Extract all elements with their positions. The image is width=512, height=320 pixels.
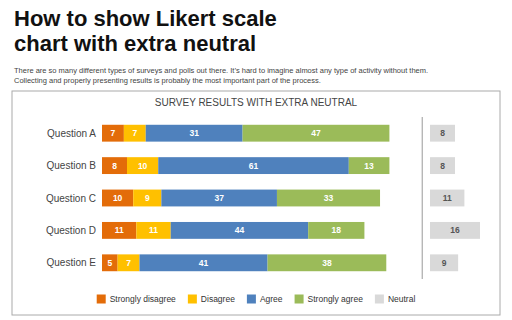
legend: Strongly disagree Disagree Agree Strongly a… xyxy=(97,294,416,304)
data-label: 16 xyxy=(450,225,460,235)
chart: How to show Likert scalechart with extra… xyxy=(0,0,512,320)
bar-segment xyxy=(158,157,349,174)
legend-label: Disagree xyxy=(201,294,235,304)
legend-swatch xyxy=(97,295,106,304)
separator xyxy=(422,117,423,279)
chart-border xyxy=(12,91,500,315)
legend-label: Agree xyxy=(260,294,283,304)
bar-segment xyxy=(277,190,380,207)
data-label: 11 xyxy=(443,193,452,203)
data-label: 38 xyxy=(322,258,332,268)
data-label: 10 xyxy=(113,193,123,203)
bar-segment xyxy=(139,254,267,271)
bar-segment xyxy=(102,157,127,174)
bar-segment xyxy=(102,125,124,142)
bar-segment xyxy=(127,157,158,174)
data-label: 47 xyxy=(311,128,321,138)
data-label: 61 xyxy=(249,161,259,171)
category-label: Question C xyxy=(46,193,96,204)
bars xyxy=(102,125,389,271)
data-label: 11 xyxy=(115,225,124,235)
legend-label: Strongly disagree xyxy=(110,294,176,304)
data-label: 11 xyxy=(149,225,158,235)
bar-segment xyxy=(161,190,277,207)
data-label: 8 xyxy=(112,161,117,171)
bar-neutral xyxy=(430,190,464,207)
data-label: 8 xyxy=(440,128,445,138)
data-label: 13 xyxy=(364,161,374,171)
bar-segment xyxy=(124,125,146,142)
data-label: 44 xyxy=(235,225,245,235)
bar-neutral xyxy=(430,157,455,174)
text-line: There are so many different types of sur… xyxy=(14,66,428,75)
bar-segment xyxy=(171,222,308,239)
background xyxy=(0,0,512,320)
chart-title: SURVEY RESULTS WITH EXTRA NEUTRAL xyxy=(155,97,358,108)
bar-segment xyxy=(118,254,140,271)
subtitle: There are so many different types of sur… xyxy=(14,66,428,85)
bar-segment xyxy=(349,157,390,174)
data-label: 31 xyxy=(189,128,199,138)
text-line: chart with extra neutral xyxy=(14,31,256,56)
legend-swatch xyxy=(295,295,304,304)
bar-segment xyxy=(268,254,387,271)
category-label: Question D xyxy=(46,225,96,236)
text-line: Collecting and properly presenting resul… xyxy=(14,76,321,85)
bar-segment xyxy=(102,190,133,207)
legend-swatch xyxy=(188,295,197,304)
data-label: 7 xyxy=(111,128,116,138)
bar-neutral xyxy=(430,125,455,142)
data-label: 7 xyxy=(132,128,137,138)
bar-neutral xyxy=(430,222,480,239)
bar-segment xyxy=(146,125,243,142)
data-label: 9 xyxy=(145,193,150,203)
bar-neutral xyxy=(430,254,458,271)
data-labels: 7 7 31 47 8 8 10 61 13 8 10 9 37 33 11 11 11 44 18 16 5 7 41 38… xyxy=(107,128,460,268)
data-label: 8 xyxy=(440,161,445,171)
page-title: How to show Likert scalechart with extra… xyxy=(14,6,277,56)
legend-swatch xyxy=(247,295,256,304)
data-label: 10 xyxy=(138,161,148,171)
legend-swatch xyxy=(375,295,384,304)
bar-segment xyxy=(102,222,136,239)
bar-segment xyxy=(308,222,364,239)
legend-label: Neutral xyxy=(388,294,416,304)
category-label: Question E xyxy=(47,257,97,268)
data-label: 9 xyxy=(442,258,447,268)
legend-label: Strongly agree xyxy=(308,294,364,304)
data-label: 33 xyxy=(324,193,334,203)
bars-neutral xyxy=(430,125,480,271)
category-label: Question A xyxy=(47,128,96,139)
bar-segment xyxy=(102,254,118,271)
bar-segment xyxy=(136,222,170,239)
data-label: 18 xyxy=(332,225,342,235)
bar-segment xyxy=(243,125,390,142)
text-line: How to show Likert scale xyxy=(14,6,277,31)
data-label: 7 xyxy=(126,258,131,268)
data-label: 5 xyxy=(107,258,112,268)
bar-segment xyxy=(133,190,161,207)
category-label: Question B xyxy=(47,160,97,171)
data-label: 37 xyxy=(214,193,224,203)
data-label: 41 xyxy=(199,258,209,268)
